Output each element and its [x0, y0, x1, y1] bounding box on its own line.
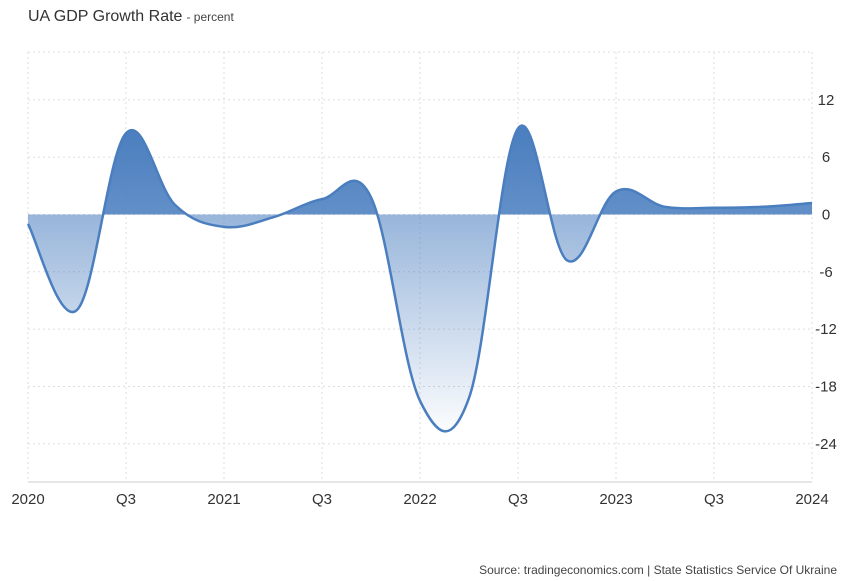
- x-tick-label: Q3: [704, 491, 724, 508]
- data-point: [664, 206, 666, 208]
- chart-title-text: UA GDP Growth Rate: [28, 8, 183, 25]
- data-point: [321, 198, 323, 200]
- data-point: [272, 216, 274, 218]
- x-tick-label: 2021: [207, 491, 240, 508]
- y-tick-label: -6: [819, 264, 832, 281]
- x-tick-label: Q3: [116, 491, 136, 508]
- x-tick-label: 2024: [795, 491, 828, 508]
- x-tick-label: 2020: [11, 491, 44, 508]
- data-point: [125, 132, 127, 134]
- series-line: [26, 124, 813, 433]
- data-point: [27, 223, 29, 225]
- x-tick-label: Q3: [508, 491, 528, 508]
- x-tick-label: Q3: [312, 491, 332, 508]
- y-tick-label: -24: [815, 436, 837, 453]
- data-point: [174, 204, 176, 206]
- y-tick-label: -18: [815, 378, 837, 395]
- data-point: [419, 400, 421, 402]
- data-point: [762, 206, 764, 208]
- y-tick-label: 0: [822, 206, 830, 223]
- x-tick-label: 2023: [599, 491, 632, 508]
- x-tick-label: 2022: [403, 491, 436, 508]
- data-point: [713, 207, 715, 209]
- data-point: [566, 259, 568, 261]
- y-tick-label: -12: [815, 321, 837, 338]
- chart-title: UA GDP Growth Rate - percent: [28, 8, 234, 26]
- data-point: [468, 397, 470, 399]
- area-negative: [28, 214, 601, 432]
- chart-subtitle: - percent: [186, 10, 234, 24]
- data-point: [76, 309, 78, 311]
- data-point: [370, 196, 372, 198]
- data-point: [811, 202, 813, 204]
- gdp-area-chart: 2020 Q3 2021 Q3 2022 Q3 2023 Q3 2024 12 6 0 -6 -12 -18…: [11, 51, 837, 508]
- data-point: [223, 226, 225, 228]
- y-tick-label: 12: [818, 92, 835, 109]
- data-point: [517, 127, 519, 129]
- y-tick-label: 6: [822, 149, 830, 166]
- source-note: Source: tradingeconomics.com | State Sta…: [479, 563, 837, 577]
- data-point: [615, 190, 617, 192]
